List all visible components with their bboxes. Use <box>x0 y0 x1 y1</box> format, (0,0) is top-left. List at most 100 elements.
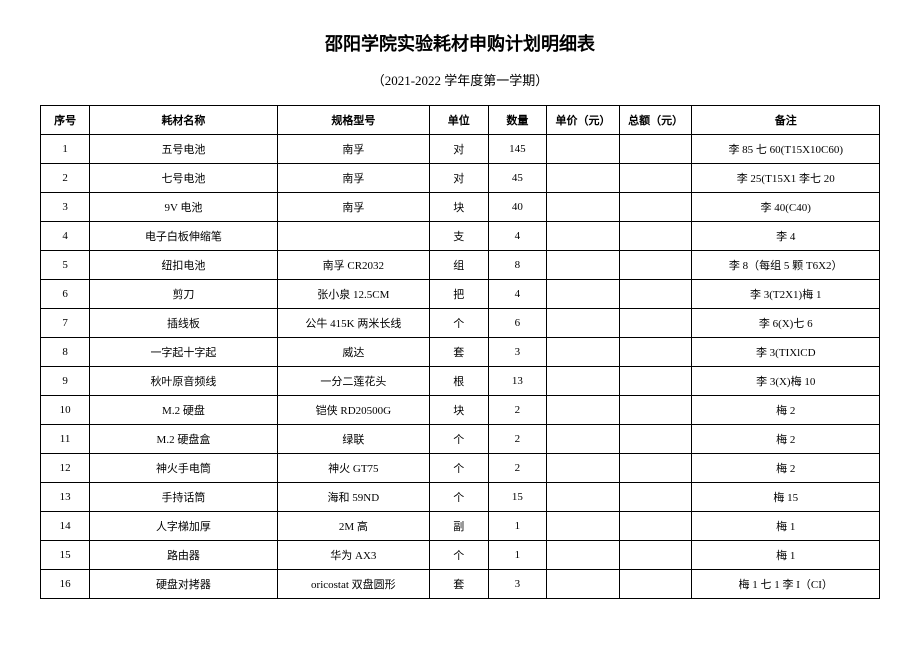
cell-remark: 梅 2 <box>692 425 880 454</box>
cell-total <box>619 483 692 512</box>
cell-name: 秋叶原音频线 <box>90 367 277 396</box>
cell-seq: 13 <box>41 483 90 512</box>
cell-qty: 3 <box>488 570 547 599</box>
cell-total <box>619 541 692 570</box>
cell-price <box>547 454 620 483</box>
cell-name: 9V 电池 <box>90 193 277 222</box>
cell-qty: 2 <box>488 396 547 425</box>
cell-spec: 公牛 415K 两米长线 <box>277 309 429 338</box>
cell-name: 硬盘对拷器 <box>90 570 277 599</box>
cell-seq: 10 <box>41 396 90 425</box>
cell-seq: 3 <box>41 193 90 222</box>
cell-spec: 2M 高 <box>277 512 429 541</box>
cell-spec: 神火 GT75 <box>277 454 429 483</box>
cell-seq: 15 <box>41 541 90 570</box>
cell-seq: 7 <box>41 309 90 338</box>
cell-spec: 铠侠 RD20500G <box>277 396 429 425</box>
cell-seq: 2 <box>41 164 90 193</box>
cell-qty: 6 <box>488 309 547 338</box>
cell-remark: 梅 1 <box>692 541 880 570</box>
cell-total <box>619 222 692 251</box>
cell-name: 手持话筒 <box>90 483 277 512</box>
cell-qty: 145 <box>488 135 547 164</box>
cell-qty: 4 <box>488 222 547 251</box>
cell-total <box>619 309 692 338</box>
cell-spec: 华为 AX3 <box>277 541 429 570</box>
cell-total <box>619 425 692 454</box>
cell-name: 五号电池 <box>90 135 277 164</box>
cell-spec <box>277 222 429 251</box>
table-row: 12神火手电筒神火 GT75个2梅 2 <box>41 454 880 483</box>
cell-remark: 梅 1 七 1 李 I（CI） <box>692 570 880 599</box>
cell-remark: 李 6(X)七 6 <box>692 309 880 338</box>
cell-price <box>547 222 620 251</box>
cell-remark: 李 4 <box>692 222 880 251</box>
cell-seq: 6 <box>41 280 90 309</box>
cell-unit: 对 <box>430 164 489 193</box>
materials-table: 序号 耗材名称 规格型号 单位 数量 单价（元） 总额（元） 备注 1五号电池南… <box>40 105 880 599</box>
cell-name: 七号电池 <box>90 164 277 193</box>
cell-name: M.2 硬盘 <box>90 396 277 425</box>
cell-price <box>547 541 620 570</box>
cell-qty: 13 <box>488 367 547 396</box>
cell-total <box>619 338 692 367</box>
cell-spec: 南孚 CR2032 <box>277 251 429 280</box>
cell-spec: 南孚 <box>277 135 429 164</box>
page-title: 邵阳学院实验耗材申购计划明细表 <box>40 30 880 56</box>
cell-unit: 个 <box>430 483 489 512</box>
cell-seq: 14 <box>41 512 90 541</box>
cell-seq: 11 <box>41 425 90 454</box>
cell-name: 电子白板伸缩笔 <box>90 222 277 251</box>
table-row: 15路由器华为 AX3个1梅 1 <box>41 541 880 570</box>
cell-spec: 南孚 <box>277 164 429 193</box>
cell-qty: 2 <box>488 425 547 454</box>
table-row: 11M.2 硬盘盒绿联个2梅 2 <box>41 425 880 454</box>
header-spec: 规格型号 <box>277 106 429 135</box>
cell-qty: 8 <box>488 251 547 280</box>
cell-price <box>547 309 620 338</box>
cell-total <box>619 135 692 164</box>
cell-unit: 个 <box>430 309 489 338</box>
cell-remark: 李 40(C40) <box>692 193 880 222</box>
cell-price <box>547 425 620 454</box>
cell-qty: 3 <box>488 338 547 367</box>
table-row: 9秋叶原音频线一分二莲花头根13李 3(X)梅 10 <box>41 367 880 396</box>
cell-remark: 李 3(X)梅 10 <box>692 367 880 396</box>
cell-price <box>547 396 620 425</box>
cell-qty: 1 <box>488 512 547 541</box>
table-row: 5纽扣电池南孚 CR2032组8李 8（每组 5 颗 T6X2） <box>41 251 880 280</box>
table-row: 10M.2 硬盘铠侠 RD20500G块2梅 2 <box>41 396 880 425</box>
table-row: 4电子白板伸缩笔支4李 4 <box>41 222 880 251</box>
cell-seq: 5 <box>41 251 90 280</box>
cell-name: 插线板 <box>90 309 277 338</box>
cell-remark: 李 3(TIXlCD <box>692 338 880 367</box>
cell-price <box>547 512 620 541</box>
table-row: 8一字起十字起威达套3李 3(TIXlCD <box>41 338 880 367</box>
cell-total <box>619 251 692 280</box>
cell-total <box>619 570 692 599</box>
page-subtitle: （2021-2022 学年度第一学期） <box>40 70 880 89</box>
header-total: 总额（元） <box>619 106 692 135</box>
cell-remark: 梅 2 <box>692 454 880 483</box>
cell-name: 剪刀 <box>90 280 277 309</box>
header-price: 单价（元） <box>547 106 620 135</box>
cell-spec: 绿联 <box>277 425 429 454</box>
table-row: 6剪刀张小泉 12.5CM把4李 3(T2X1)梅 1 <box>41 280 880 309</box>
cell-unit: 套 <box>430 570 489 599</box>
table-row: 39V 电池南孚块40李 40(C40) <box>41 193 880 222</box>
cell-unit: 副 <box>430 512 489 541</box>
cell-unit: 块 <box>430 396 489 425</box>
cell-qty: 4 <box>488 280 547 309</box>
cell-qty: 40 <box>488 193 547 222</box>
cell-price <box>547 251 620 280</box>
cell-unit: 对 <box>430 135 489 164</box>
cell-seq: 1 <box>41 135 90 164</box>
cell-price <box>547 280 620 309</box>
cell-name: 人字梯加厚 <box>90 512 277 541</box>
cell-remark: 李 25(T15X1 李七 20 <box>692 164 880 193</box>
cell-total <box>619 193 692 222</box>
cell-remark: 梅 1 <box>692 512 880 541</box>
cell-total <box>619 512 692 541</box>
cell-qty: 1 <box>488 541 547 570</box>
header-unit: 单位 <box>430 106 489 135</box>
